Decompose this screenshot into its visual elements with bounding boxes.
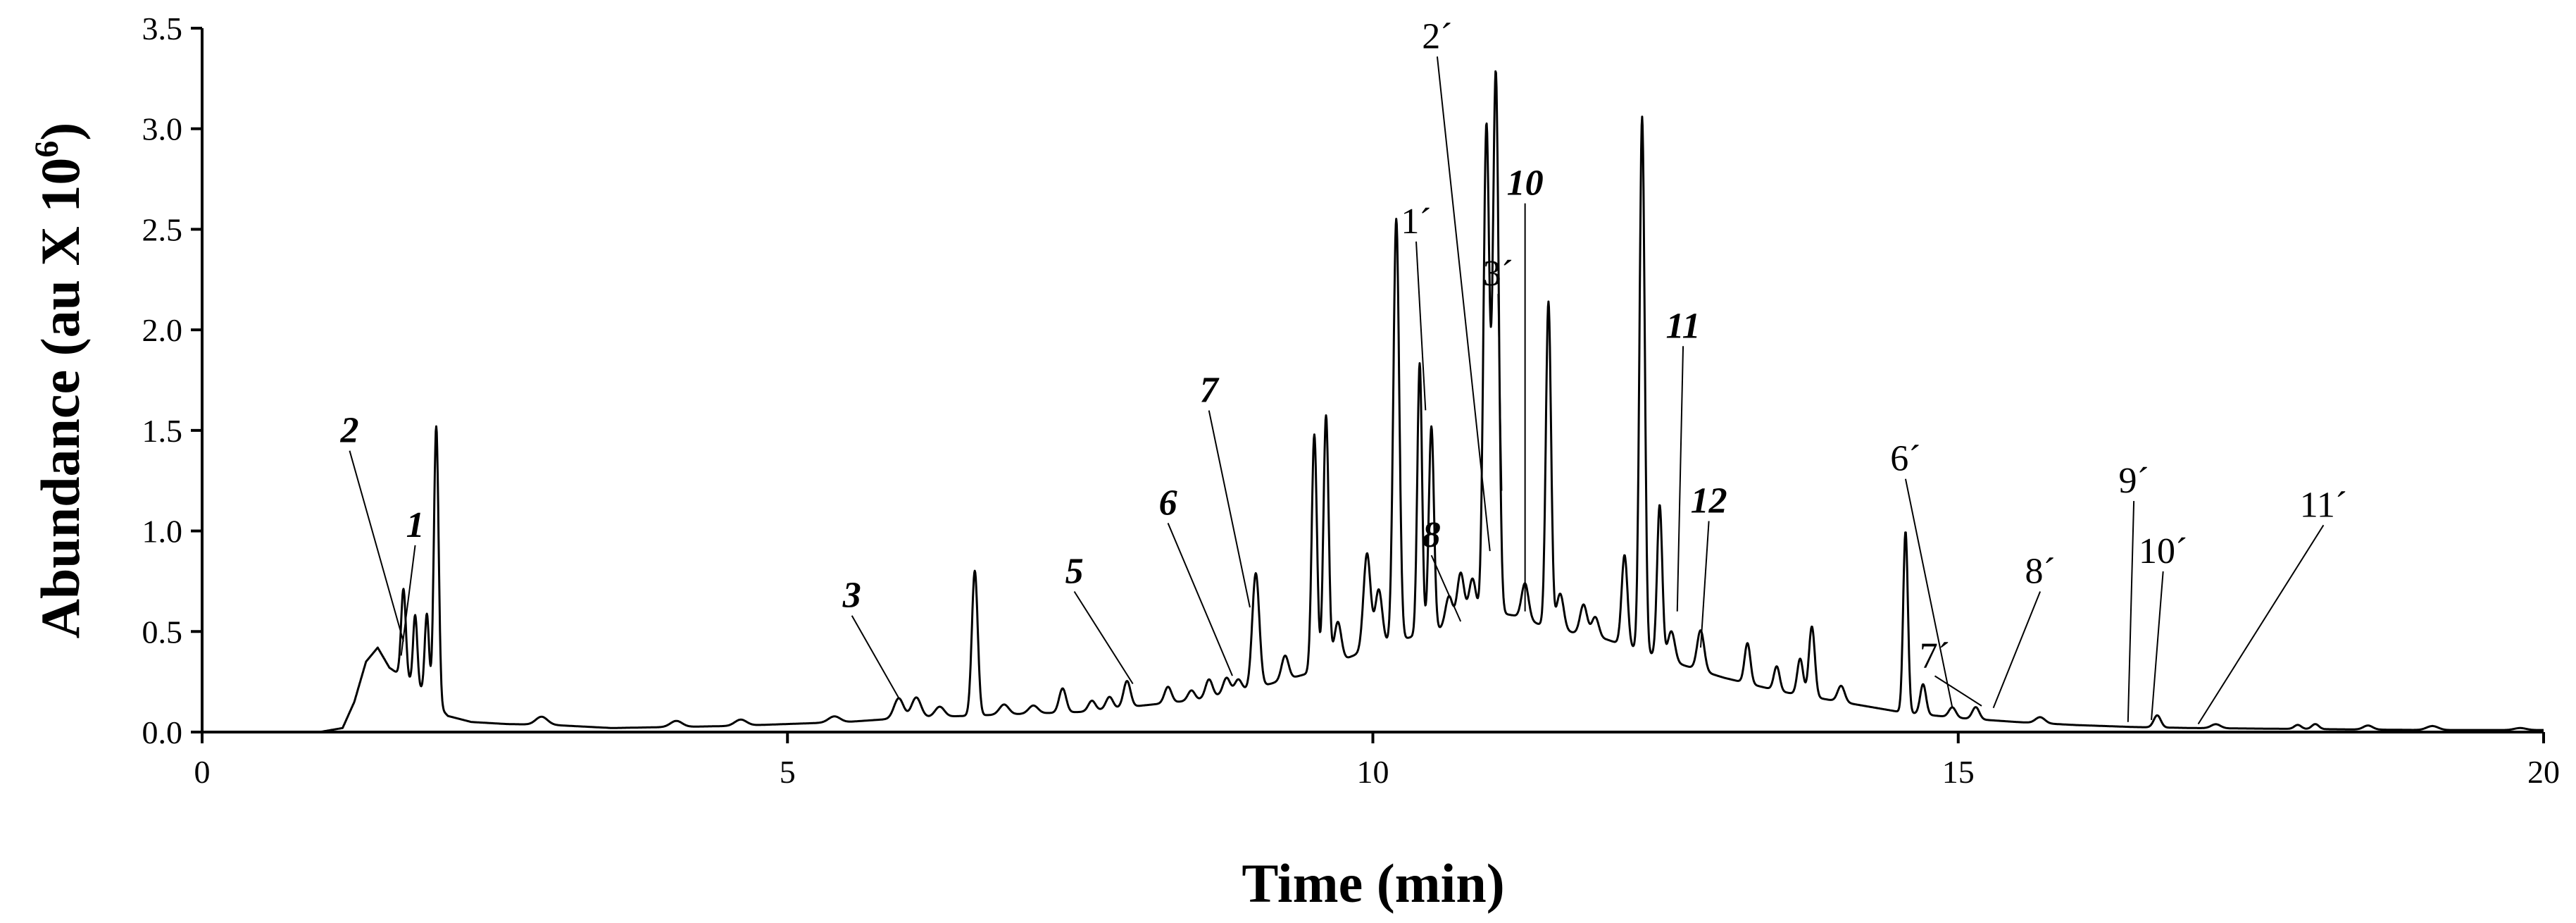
x-tick-label: 20 [2527,754,2560,790]
y-axis-title-superscript: 6 [28,141,65,158]
peak-label: 6´ [1890,439,1920,479]
annotation-leader [2151,571,2164,720]
peak-label: 10´ [2139,531,2187,571]
x-tick-label: 15 [1942,754,1975,790]
annotation-leader [1904,478,1953,708]
annotation-leader [1430,555,1462,622]
peak-label: 3´ [1483,254,1513,294]
annotation-leader [1415,241,1427,411]
y-tick-label: 2.5 [142,211,183,247]
y-tick-label: 3.5 [142,11,183,47]
y-axis-title: Abundance (au X 106) [28,123,91,639]
x-ticks: 0 5 10 15 20 [194,732,2560,790]
y-tick-label: 0.5 [142,614,183,650]
peak-label: 8´ [2025,551,2055,591]
y-tick-label: 3.0 [142,111,183,147]
peak-label: 9´ [2118,461,2149,501]
peak-label: 2´ [1422,16,1452,56]
chromatogram-trace [318,70,2544,733]
y-axis-title-close: ) [30,123,91,141]
y-ticks: 0.0 0.5 1.0 1.5 2.0 2.5 3.0 3.5 [142,11,202,750]
peak-label: 6 [1159,483,1177,523]
peak-label: 11 [1665,306,1700,346]
y-tick-label: 1.0 [142,514,183,550]
annotation-leader [1700,521,1710,648]
peak-label: 1 [406,505,425,545]
annotation-leader [1934,675,1982,707]
x-tick-label: 5 [780,754,796,790]
annotation-leader [1992,591,2042,709]
x-tick-label: 10 [1357,754,1389,790]
annotation-leader [851,615,900,698]
annotation-leader [1436,56,1491,552]
annotation-leader [1167,523,1233,676]
annotation-leader [2197,524,2325,725]
peak-label: 7 [1200,371,1220,411]
y-axis-title-main: Abundance (au X 10 [30,158,91,639]
peak-label: 1´ [1401,202,1431,242]
annotation-leader [1208,410,1251,608]
annotation-leader [1497,294,1503,491]
peak-label: 10 [1507,163,1544,204]
annotation-leader [349,450,404,642]
x-axis-title: Time (min) [1242,853,1504,914]
annotation-leader [2127,501,2135,722]
annotation-leader [400,545,416,656]
annotation-leader [1073,590,1134,685]
peak-label: 12 [1691,481,1727,521]
x-tick-label: 0 [194,754,211,790]
y-tick-label: 1.5 [142,413,183,449]
annotation-leader [1676,346,1684,612]
peak-label: 7´ [1920,636,1950,676]
y-tick-label: 0.0 [142,714,183,750]
peak-label: 5 [1065,551,1084,591]
axes [201,28,2544,733]
peak-label: 8 [1423,515,1441,555]
peak-label: 3 [842,576,861,616]
peak-label: 11´ [2300,485,2347,525]
peak-label: 2 [339,411,358,451]
y-tick-label: 2.0 [142,312,183,348]
